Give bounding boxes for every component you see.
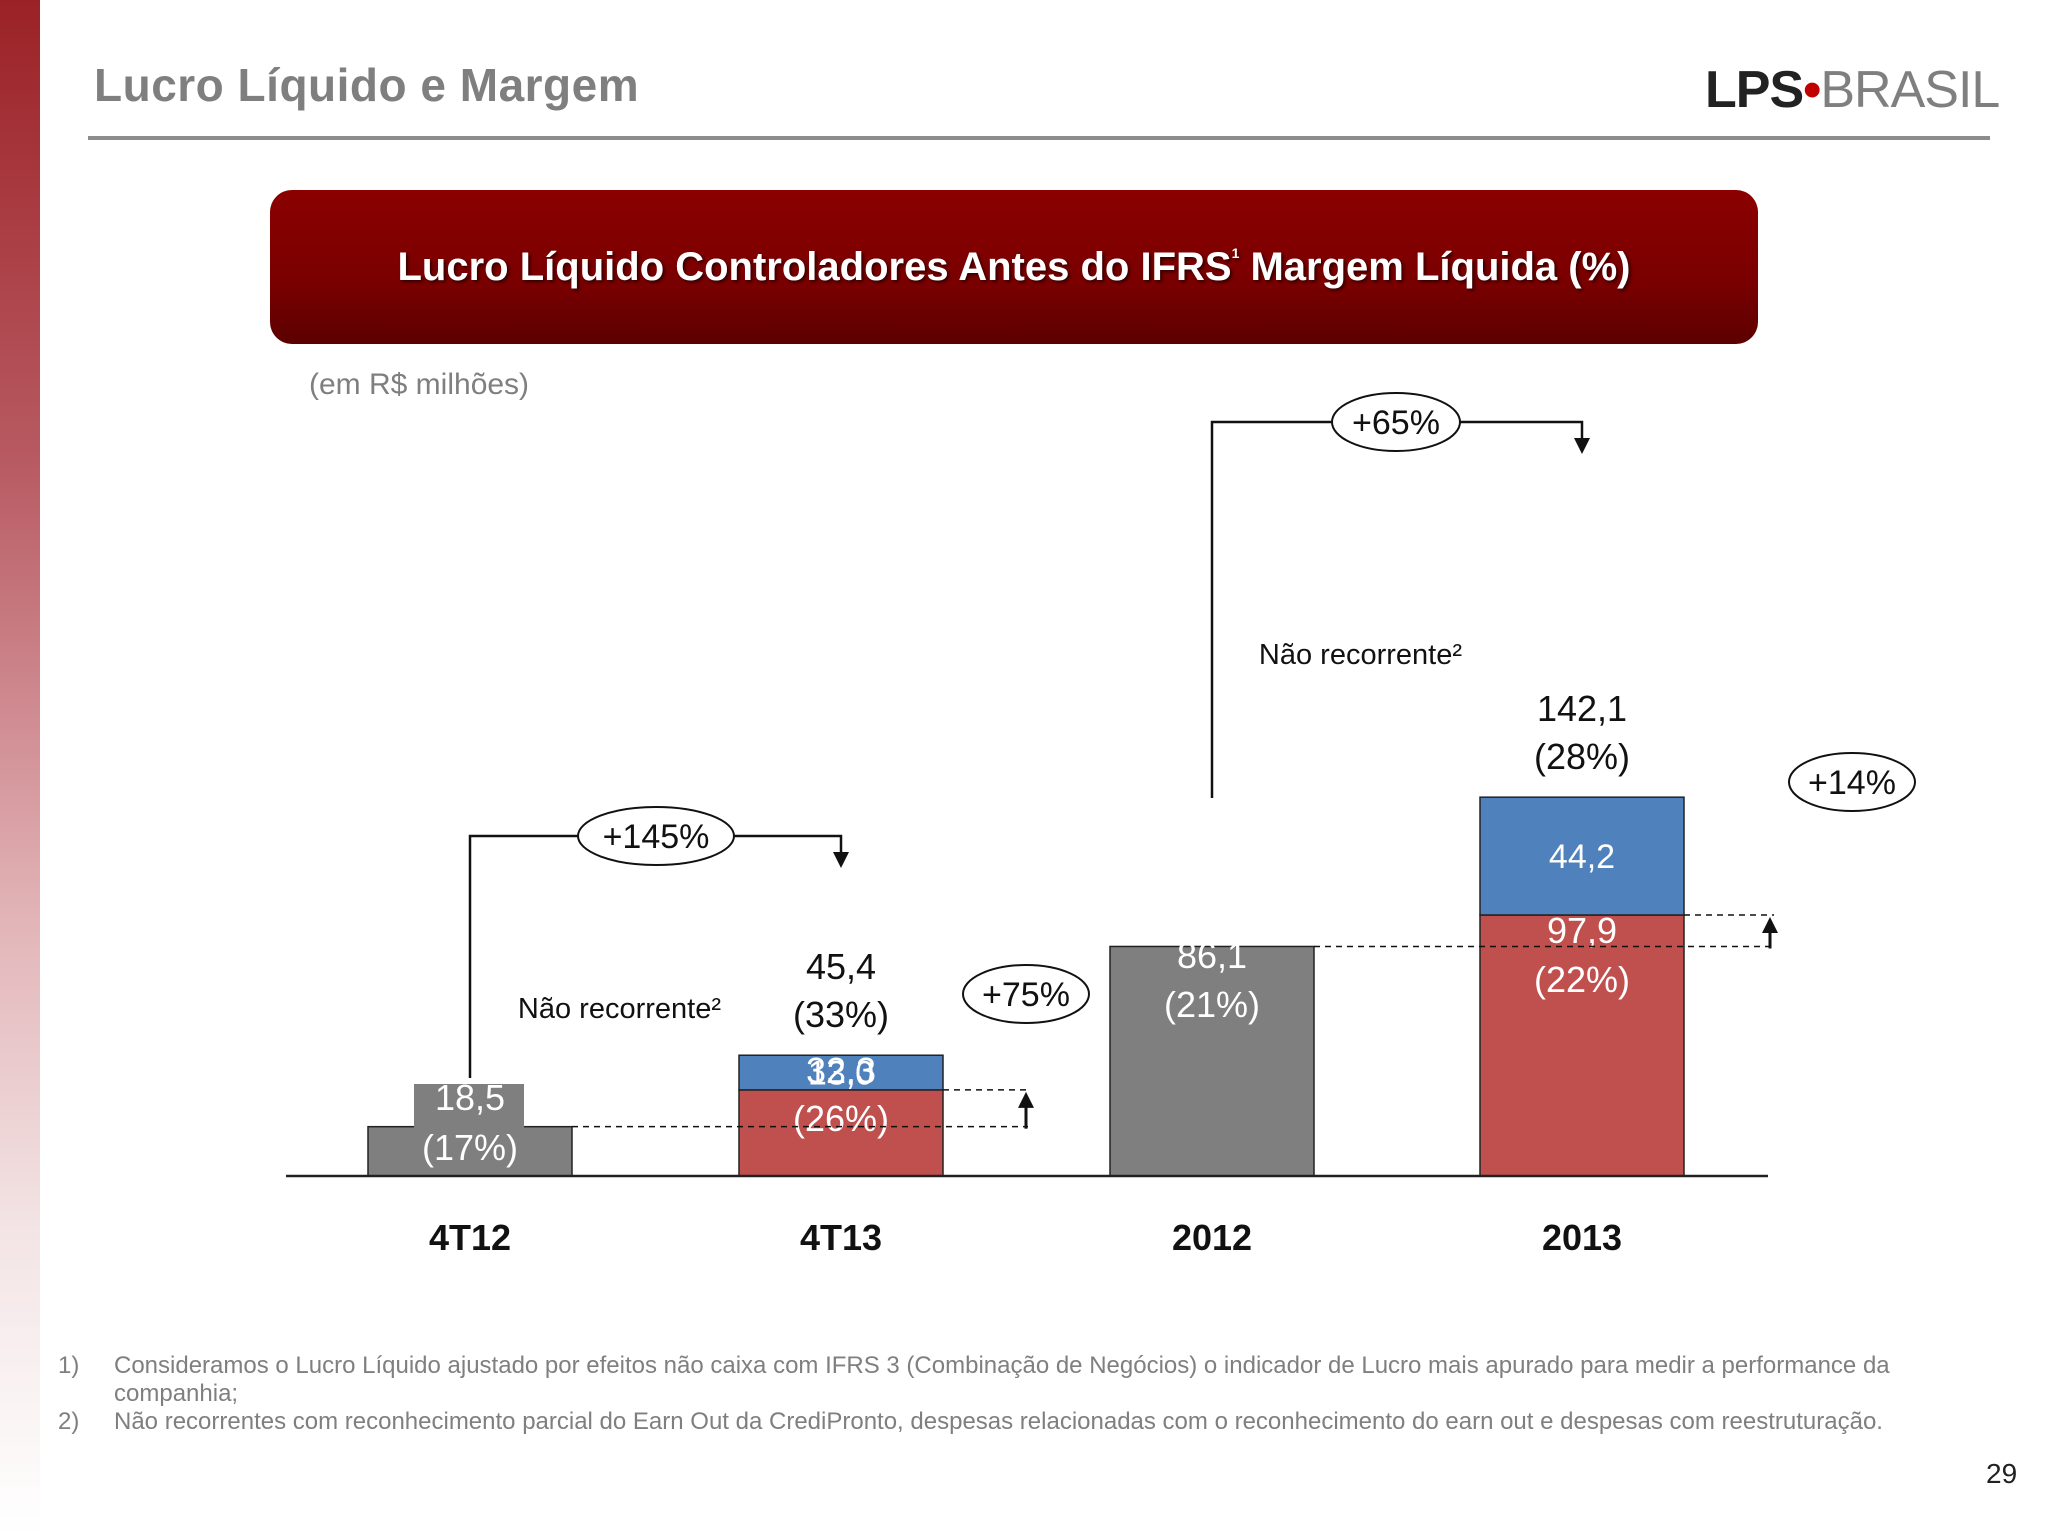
growth-annotation-75-bubble bbox=[962, 964, 1090, 1024]
logo-secondary-text: BRASIL bbox=[1820, 61, 2000, 119]
growth-annotation-65-bubble bbox=[1331, 392, 1461, 452]
growth-arrow-145 bbox=[833, 852, 849, 868]
margin-label-2013: (22%) bbox=[1534, 959, 1630, 1000]
total-margin-2013: (28%) bbox=[1534, 736, 1630, 777]
slide-title: Lucro Líquido e Margem bbox=[94, 59, 640, 111]
logo-separator: • bbox=[1803, 61, 1821, 119]
banner-title: Lucro Líquido Controladores Antes do IFR… bbox=[398, 245, 1631, 290]
footnote-text: Não recorrentes com reconhecimento parci… bbox=[114, 1408, 1883, 1435]
growth-annotation-145-label: +145% bbox=[603, 818, 710, 856]
data-label-2012: 86,1 bbox=[1177, 935, 1247, 976]
total-label-4T13: 45,4 bbox=[806, 946, 876, 987]
growth-annotation-14-label: +14% bbox=[1808, 764, 1896, 802]
footnote-1: 1) Consideramos o Lucro Líquido ajustado… bbox=[58, 1352, 1988, 1408]
data-label-non-recurring-4T13: 13,0 bbox=[808, 1055, 874, 1093]
banner-title-part-1: Lucro Líquido Controladores Antes do IFR… bbox=[397, 244, 1232, 289]
bar-2013-recurring bbox=[1479, 914, 1685, 1177]
data-label-non-recurring-2013: 44,2 bbox=[1549, 838, 1615, 876]
margin-label-4T12: (17%) bbox=[422, 1127, 518, 1168]
x-tick-label-4T13: 4T13 bbox=[800, 1217, 882, 1258]
page-number: 29 bbox=[1986, 1458, 2018, 1489]
margin-label-2012: (21%) bbox=[1164, 984, 1260, 1025]
growth-arrow-75 bbox=[1018, 1091, 1034, 1108]
non-recurring-label-4T13: Não recorrente² bbox=[518, 993, 721, 1025]
bar-4T13-recurring bbox=[738, 1089, 944, 1177]
non-recurring-label-2013: Não recorrente² bbox=[1259, 639, 1462, 671]
margin-label-4T13: (26%) bbox=[793, 1098, 889, 1139]
total-label-2013: 142,1 bbox=[1537, 688, 1627, 729]
footnote-2: 2) Não recorrentes com reconhecimento pa… bbox=[58, 1408, 1988, 1436]
label-bg-4T12-margin bbox=[414, 1130, 524, 1176]
company-logo: LPS•BRASIL bbox=[1705, 61, 2000, 119]
label-bg-4T12-value bbox=[414, 1084, 524, 1128]
growth-arrow-65 bbox=[1574, 438, 1590, 454]
data-label-2013: 97,9 bbox=[1547, 910, 1617, 951]
logo-main-text: LPS bbox=[1705, 61, 1804, 119]
footnote-number: 2) bbox=[58, 1408, 80, 1435]
unit-label: (em R$ milhões) bbox=[309, 368, 530, 401]
growth-annotation-145-bubble bbox=[577, 806, 735, 866]
title-divider bbox=[88, 136, 1990, 140]
decorative-side-bar bbox=[0, 0, 40, 1536]
total-margin-4T13: (33%) bbox=[793, 994, 889, 1035]
bar-4T13-non-recurring bbox=[738, 1054, 944, 1091]
footnotes: 1) Consideramos o Lucro Líquido ajustado… bbox=[58, 1352, 1988, 1436]
growth-annotation-65-label: +65% bbox=[1352, 404, 1440, 442]
bar-2012-recurring bbox=[1109, 945, 1315, 1177]
data-label-4T12: 18,5 bbox=[435, 1077, 505, 1118]
growth-connector-65 bbox=[1210, 420, 1584, 798]
footnote-number: 1) bbox=[58, 1352, 80, 1379]
footnote-text: Consideramos o Lucro Líquido ajustado po… bbox=[114, 1352, 1890, 1407]
banner-title-part-2: Margem Líquida (%) bbox=[1239, 244, 1631, 289]
growth-connector-145 bbox=[468, 834, 843, 1078]
x-tick-label-2012: 2012 bbox=[1172, 1217, 1252, 1258]
x-tick-label-4T12: 4T12 bbox=[429, 1217, 511, 1258]
data-label-4T13: 32,3 bbox=[806, 1050, 876, 1091]
chart-banner: Lucro Líquido Controladores Antes do IFR… bbox=[270, 190, 1758, 344]
banner-superscript: 1 bbox=[1231, 244, 1240, 261]
growth-arrow-14 bbox=[1762, 917, 1778, 934]
x-tick-label-2013: 2013 bbox=[1542, 1217, 1622, 1258]
growth-annotation-75-label: +75% bbox=[982, 976, 1070, 1014]
bar-2013-non-recurring bbox=[1479, 796, 1685, 916]
growth-annotation-14-bubble bbox=[1788, 752, 1916, 812]
